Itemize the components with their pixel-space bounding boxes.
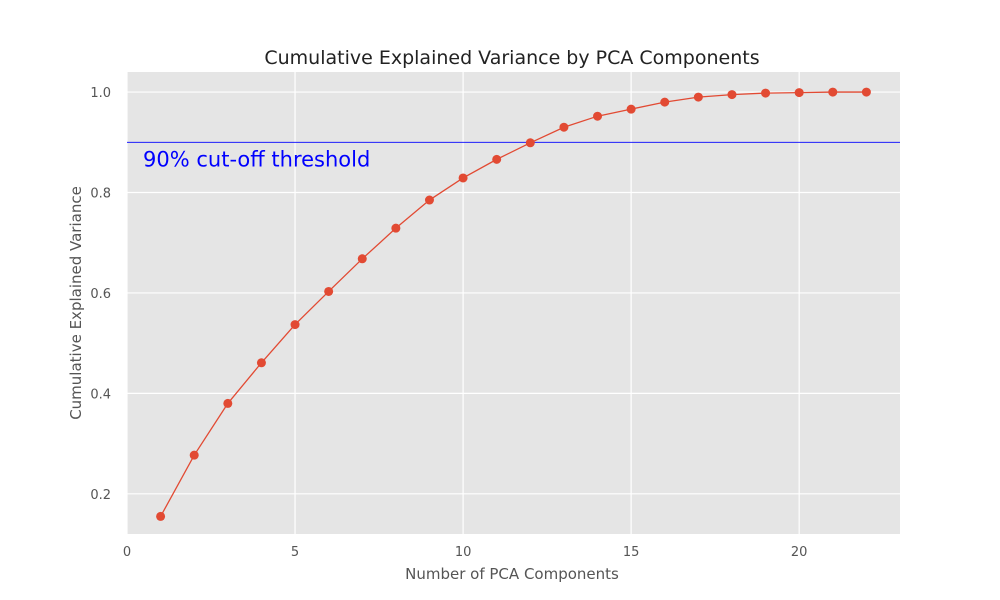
data-point	[761, 88, 771, 98]
x-axis-label: Number of PCA Components	[405, 565, 619, 583]
data-point	[559, 122, 569, 132]
data-point	[492, 154, 502, 164]
data-point	[290, 320, 300, 330]
data-point	[593, 111, 603, 121]
x-tick-label: 5	[291, 545, 299, 560]
y-axis-label: Cumulative Explained Variance	[67, 186, 85, 420]
y-tick-label: 0.6	[90, 287, 111, 302]
data-point	[424, 195, 434, 205]
data-point	[189, 450, 199, 460]
x-tick-label: 10	[455, 545, 472, 560]
threshold-label: 90% cut-off threshold	[143, 147, 370, 171]
data-point	[525, 138, 535, 148]
data-point	[223, 398, 233, 408]
x-tick-label: 15	[623, 545, 640, 560]
data-point	[156, 511, 166, 521]
series	[156, 87, 871, 521]
plot-area	[127, 72, 900, 534]
data-point	[828, 87, 838, 97]
data-point	[458, 173, 468, 183]
x-tick-label: 20	[791, 545, 808, 560]
chart-title: Cumulative Explained Variance by PCA Com…	[264, 47, 759, 69]
data-point	[391, 223, 401, 233]
y-tick-label: 1.0	[90, 86, 111, 101]
series-line	[160, 91, 867, 517]
y-tick-label: 0.2	[90, 488, 111, 503]
data-point	[693, 92, 703, 102]
data-point	[861, 87, 871, 97]
data-point	[794, 88, 804, 98]
data-point	[256, 358, 266, 368]
y-tick-label: 0.4	[90, 387, 111, 402]
grid	[126, 72, 900, 534]
x-tick-label: 0	[123, 545, 131, 560]
data-point	[626, 104, 636, 114]
x-axis-ticks: 0 5 10 15 20	[123, 545, 808, 560]
y-tick-label: 0.8	[90, 187, 111, 202]
y-axis-ticks: 0.2 0.4 0.6 0.8 1.0	[90, 86, 111, 503]
data-point	[660, 97, 670, 107]
data-point	[357, 254, 367, 264]
data-point	[324, 286, 334, 296]
threshold: 90% cut-off threshold	[127, 141, 900, 171]
data-point	[727, 90, 737, 100]
